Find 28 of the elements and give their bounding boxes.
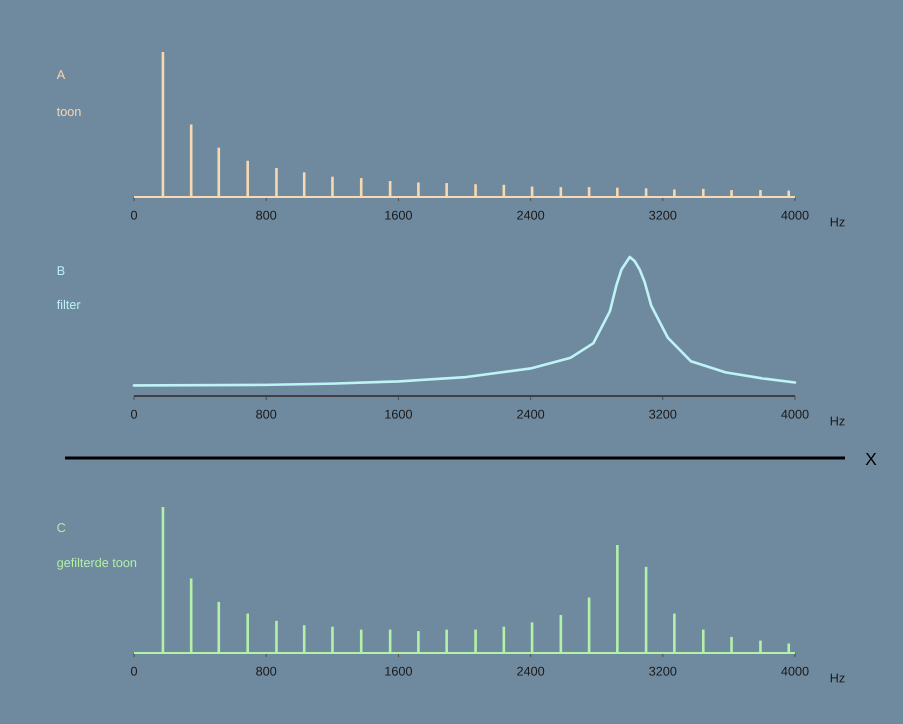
x-tick-label: 2400	[517, 666, 544, 676]
x-axis-title: Hz	[830, 674, 845, 682]
text: B	[58, 266, 64, 275]
x-tick-label: 1600	[385, 666, 412, 676]
x-tick-label: 2400	[517, 410, 544, 419]
text: toon	[56, 108, 81, 116]
x-axis-title: Hz	[830, 416, 845, 426]
text: A	[56, 70, 66, 79]
x-tick-label: 0	[130, 210, 138, 220]
x-tick-label: 1600	[385, 210, 412, 220]
x-tick-label: 2400	[517, 210, 544, 220]
x-tick-label: 4000	[781, 666, 809, 676]
x-tick-label: 0	[130, 666, 138, 676]
x-tick-label: 800	[256, 210, 276, 220]
x-tick-label: 4000	[781, 210, 809, 220]
x-tick-label: 1600	[385, 410, 412, 419]
x-axis-title: Hz	[830, 218, 845, 226]
x-tick-label: 800	[256, 410, 276, 419]
text: X	[866, 453, 876, 465]
x-tick-label: 3200	[649, 666, 676, 676]
text: C	[57, 523, 66, 532]
text: filter	[56, 300, 80, 310]
x-tick-label: 3200	[649, 210, 676, 220]
x-tick-label: 800	[256, 666, 276, 676]
x-tick-label: 4000	[781, 410, 809, 419]
text: gefilterde toon	[57, 558, 136, 570]
x-tick-label: 0	[130, 410, 138, 419]
x-tick-label: 3200	[649, 410, 676, 419]
